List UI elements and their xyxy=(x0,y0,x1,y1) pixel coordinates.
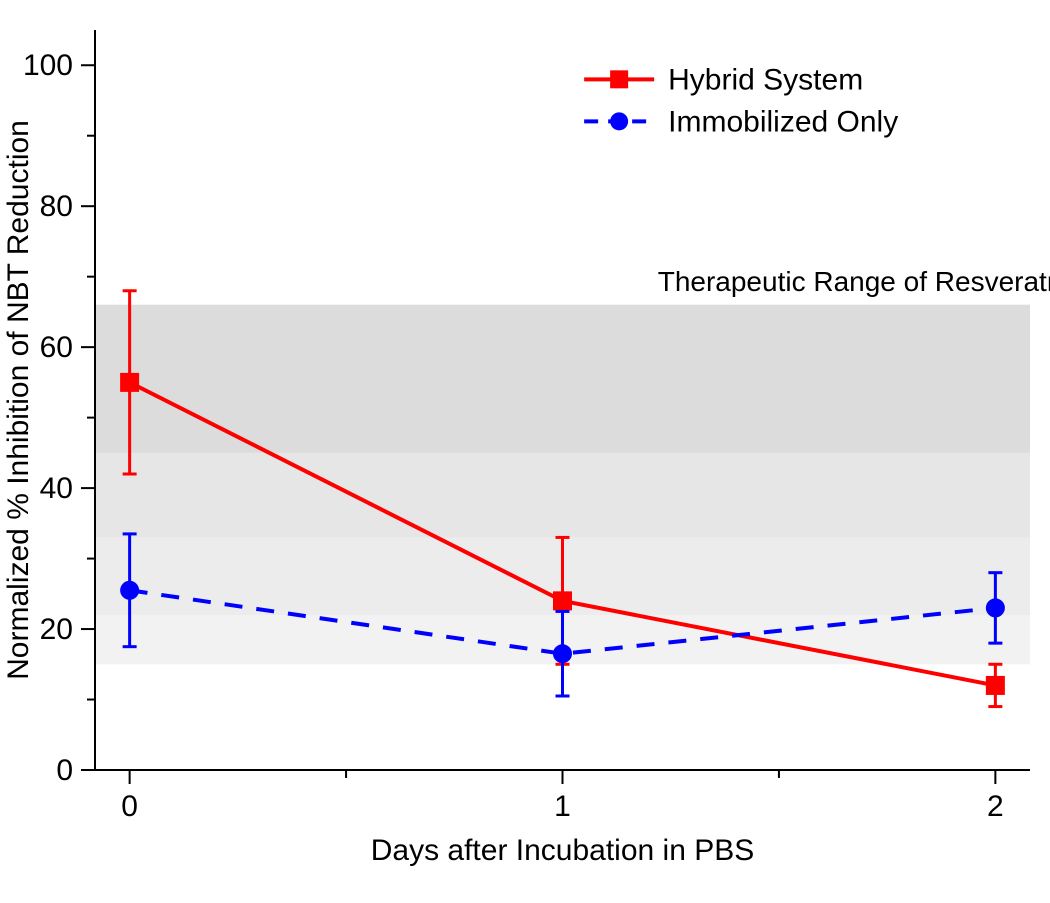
y-axis-title: Normalized % Inhibition of NBT Reduction xyxy=(2,120,35,680)
marker-circle xyxy=(121,581,139,599)
marker-square xyxy=(986,676,1004,694)
marker-circle xyxy=(986,599,1004,617)
x-tick-label: 2 xyxy=(987,790,1004,823)
therapeutic-band xyxy=(95,305,1030,453)
x-axis-title: Days after Incubation in PBS xyxy=(371,834,755,867)
y-tick-label: 100 xyxy=(23,49,73,82)
y-tick-label: 20 xyxy=(40,613,73,646)
x-tick-label: 1 xyxy=(554,790,571,823)
y-tick-label: 0 xyxy=(56,754,73,787)
chart-container: Therapeutic Range of Resveratrol02040608… xyxy=(0,0,1050,903)
chart-svg: Therapeutic Range of Resveratrol02040608… xyxy=(0,0,1050,903)
y-tick-label: 60 xyxy=(40,331,73,364)
legend-label: Immobilized Only xyxy=(668,105,898,138)
legend-marker-square xyxy=(610,70,628,88)
marker-circle xyxy=(554,645,572,663)
legend-marker-circle xyxy=(610,112,628,130)
y-tick-label: 40 xyxy=(40,472,73,505)
legend-label: Hybrid System xyxy=(668,63,863,96)
therapeutic-range-label: Therapeutic Range of Resveratrol xyxy=(658,266,1050,297)
y-tick-label: 80 xyxy=(40,190,73,223)
marker-square xyxy=(121,373,139,391)
marker-square xyxy=(554,592,572,610)
x-tick-label: 0 xyxy=(121,790,138,823)
